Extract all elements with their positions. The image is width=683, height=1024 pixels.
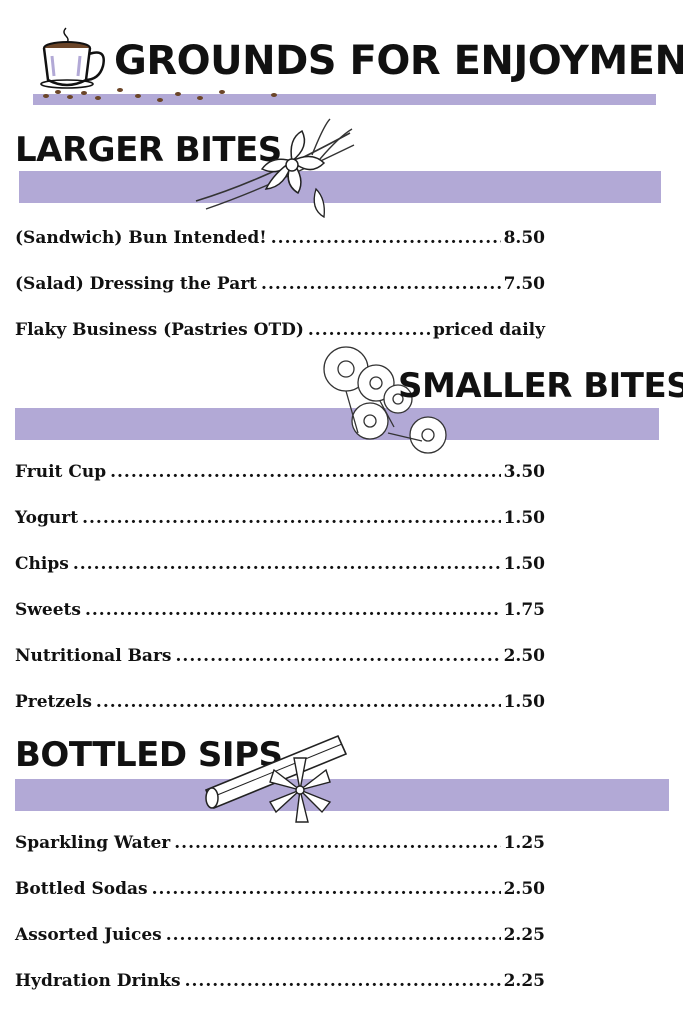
menu-item: Chips1.50 [15, 554, 545, 578]
menu-item: Hydration Drinks2.25 [15, 971, 545, 995]
menu-item: Nutritional Bars2.50 [15, 646, 545, 670]
section-title-bottled-sips: BOTTLED SIPS [15, 735, 283, 775]
section-band-smaller-bites [15, 408, 659, 440]
menu-item: Yogurt1.50 [15, 508, 545, 532]
section-band-bottled-sips [15, 779, 669, 811]
menu-item: Bottled Sodas2.50 [15, 879, 545, 903]
coffee-beans-icon [43, 88, 277, 102]
menu-item: Fruit Cup3.50 [15, 462, 545, 486]
menu-item: Pretzels1.50 [15, 692, 545, 716]
vanilla-flower-icon [195, 118, 355, 219]
menu-item: Sparkling Water1.25 [15, 833, 545, 857]
menu-item: (Sandwich) Bun Intended!8.50 [15, 228, 545, 252]
page-title: GROUNDS FOR ENJOYMENT [114, 38, 683, 84]
section-title-larger-bites: LARGER BITES [15, 130, 282, 170]
section-title-smaller-bites: SMALLER BITES [398, 366, 683, 406]
menu-item: (Salad) Dressing the Part7.50 [15, 274, 545, 298]
chamomile-flowers-icon [323, 346, 447, 454]
menu-item: Sweets1.75 [15, 600, 545, 624]
cinnamon-star-anise-icon [204, 734, 348, 823]
menu-item: Flaky Business (Pastries OTD)priced dail… [15, 320, 545, 344]
header-band [33, 94, 656, 105]
coffee-cup-icon [40, 27, 105, 89]
section-band-larger-bites [19, 171, 661, 203]
menu-item: Assorted Juices2.25 [15, 925, 545, 949]
